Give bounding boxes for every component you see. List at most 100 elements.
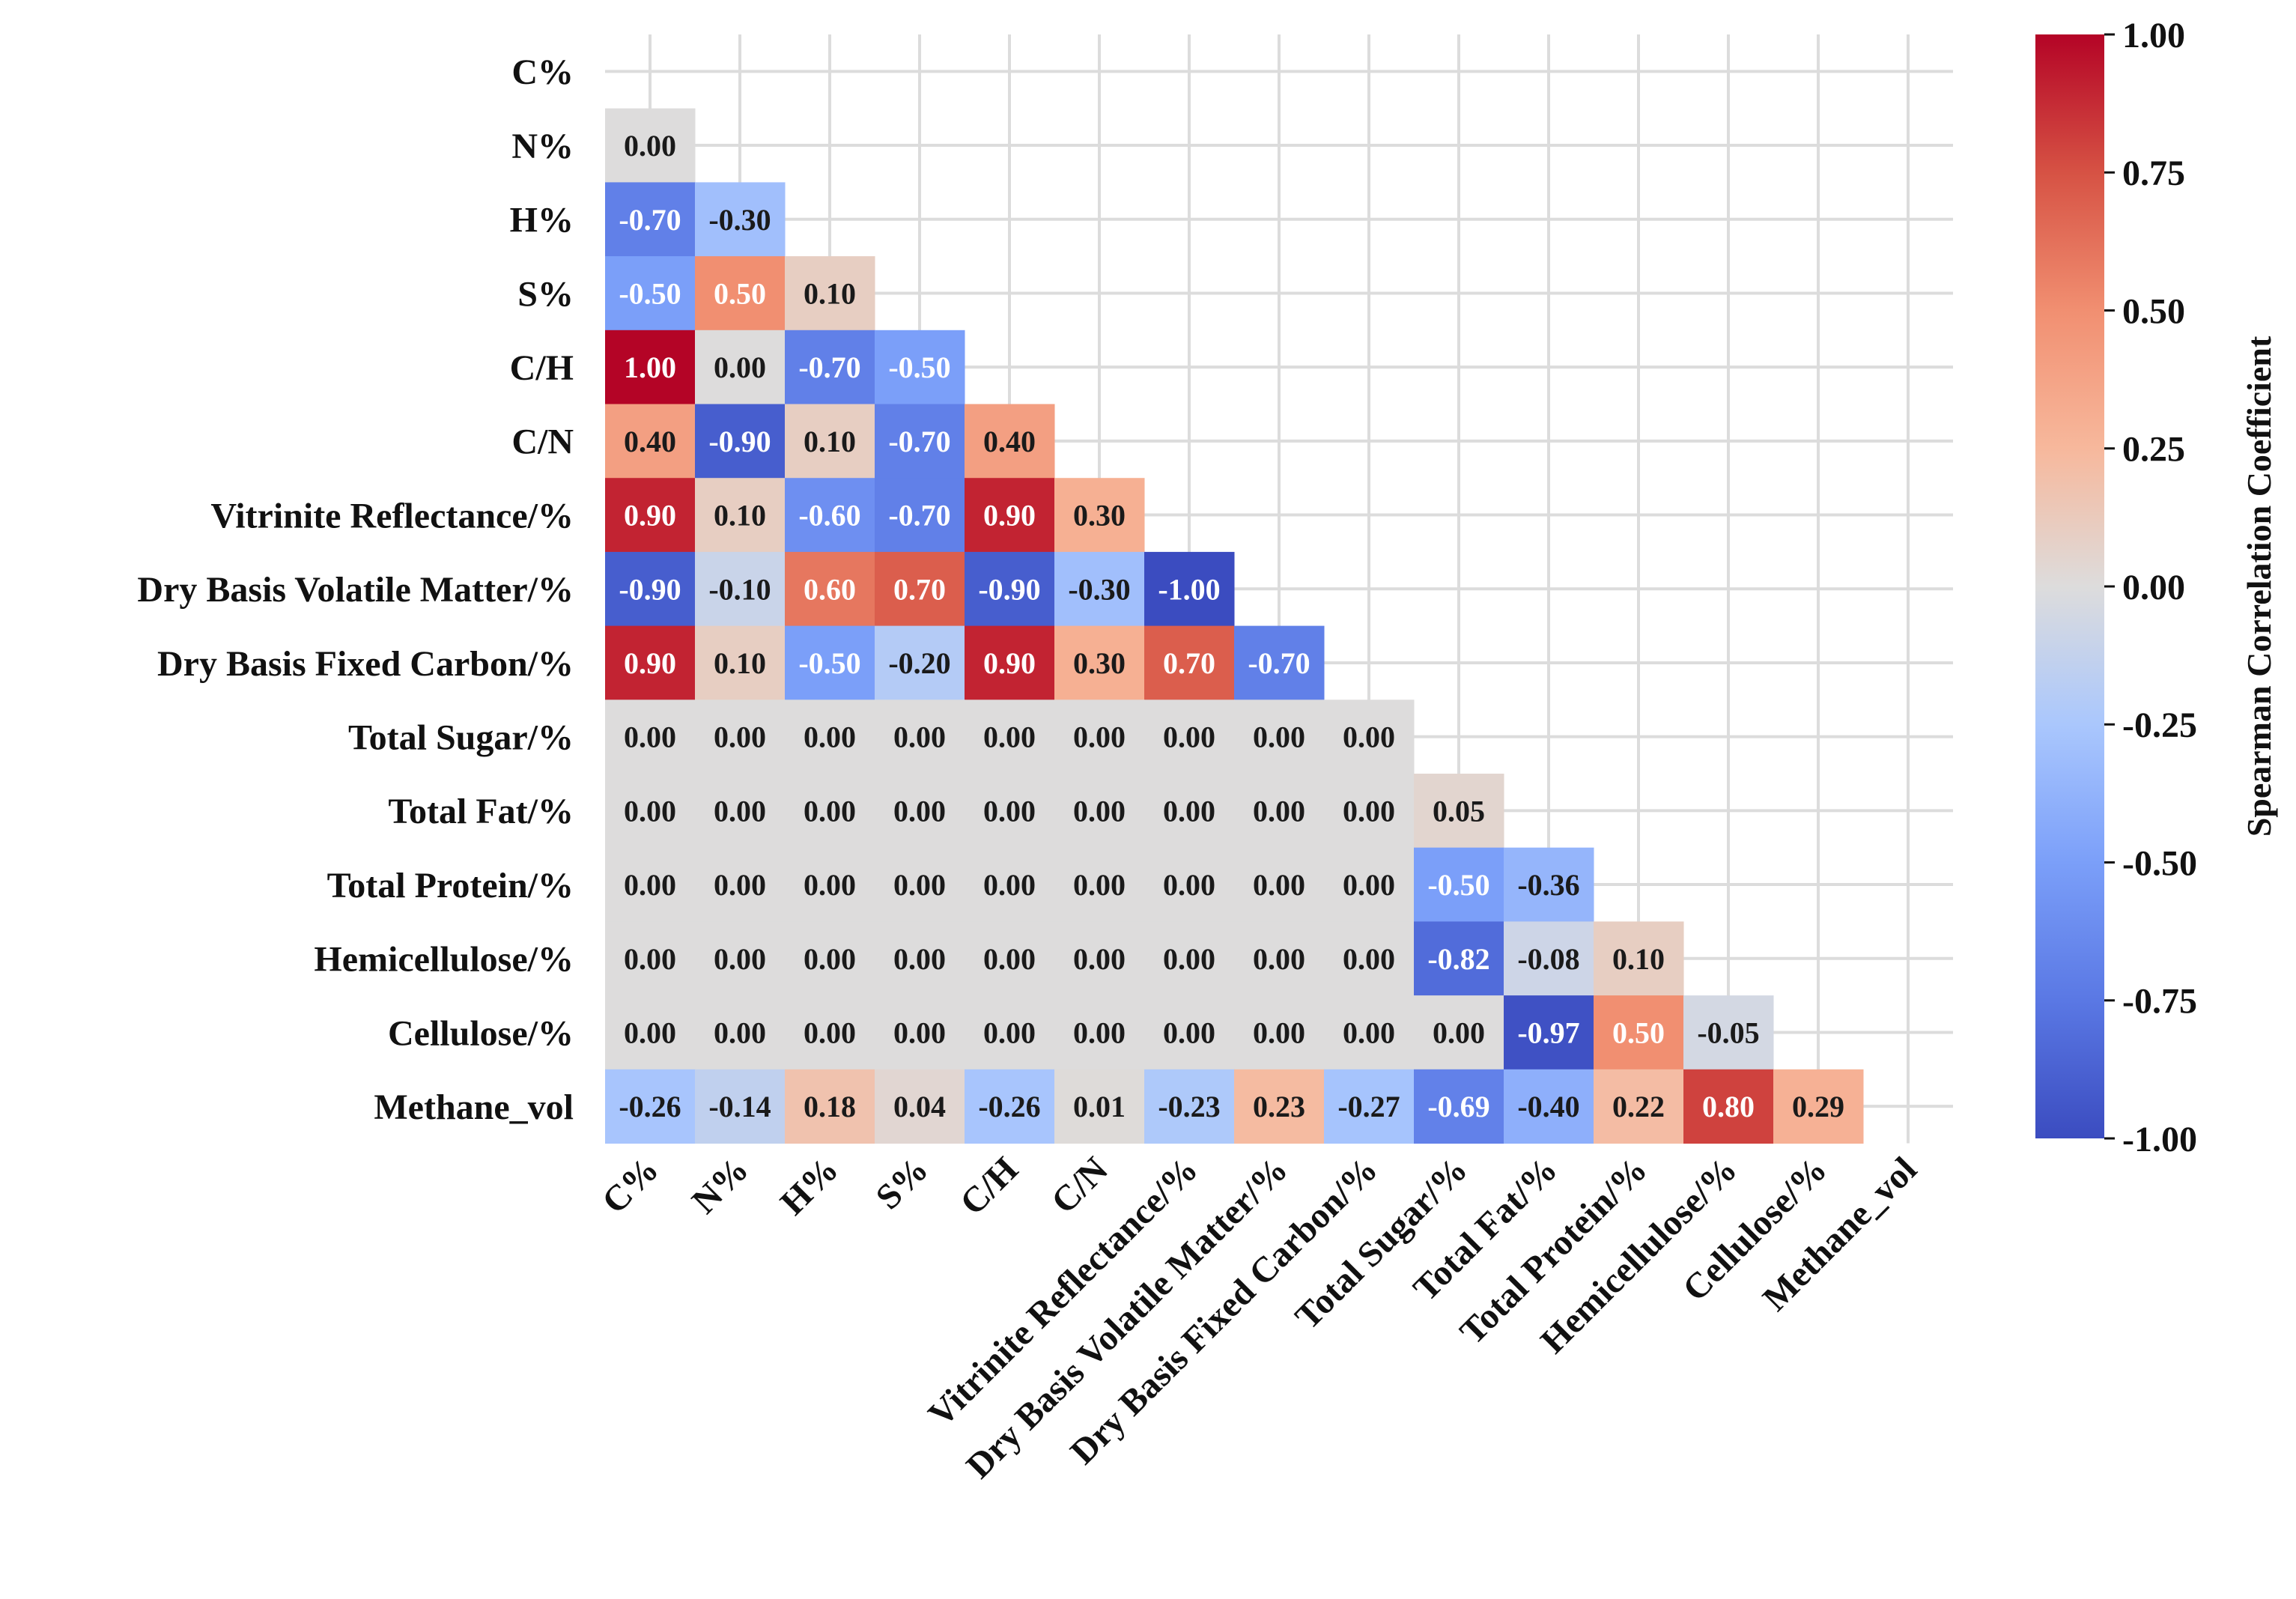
heatmap-cell [1054, 774, 1145, 849]
cell-value: 0.00 [714, 868, 766, 902]
cell-value: 0.80 [1702, 1090, 1755, 1123]
cell-value: 0.00 [714, 942, 766, 976]
cell-value: 0.00 [983, 868, 1036, 902]
colorbar-tick-label: 1.00 [2122, 16, 2185, 55]
heatmap-cell [695, 182, 786, 257]
cell-value: -0.70 [1248, 646, 1310, 680]
heatmap-cell [1324, 995, 1415, 1070]
cell-value: 0.70 [1163, 646, 1215, 680]
heatmap-cell [1054, 551, 1145, 627]
cell-value: -0.90 [978, 572, 1040, 606]
heatmap-cell [605, 182, 696, 257]
cell-value: 0.00 [1073, 720, 1126, 754]
heatmap-cell [1594, 995, 1684, 1070]
cell-value: -0.70 [798, 351, 860, 384]
cell-value: 0.00 [714, 1016, 766, 1049]
y-tick-label: Total Protein/% [327, 866, 574, 905]
cell-value: -0.90 [619, 572, 681, 606]
cell-value: 0.00 [1163, 794, 1215, 828]
y-tick-label: Methane_vol [374, 1087, 574, 1127]
cell-value: 0.00 [1343, 794, 1395, 828]
cell-value: 0.60 [804, 572, 856, 606]
cell-value: 0.00 [1253, 720, 1305, 754]
cell-value: 0.50 [1612, 1016, 1665, 1049]
heatmap-cell [965, 847, 1055, 922]
heatmap-cell [605, 995, 696, 1070]
heatmap-cell [785, 774, 875, 849]
cell-value: 0.00 [1073, 868, 1126, 902]
heatmap-cell [1054, 921, 1145, 996]
heatmap-cell [785, 847, 875, 922]
heatmap-cell [1324, 921, 1415, 996]
cell-value: 0.00 [624, 1016, 676, 1049]
cell-value: 0.10 [804, 425, 856, 458]
y-tick-label: Total Sugar/% [348, 717, 574, 757]
heatmap-cell [1144, 551, 1235, 627]
cell-value: 1.00 [624, 351, 676, 384]
heatmap-cell [785, 995, 875, 1070]
cell-value: -0.14 [708, 1090, 771, 1123]
heatmap-cell [1594, 921, 1684, 996]
heatmap-cell [1234, 700, 1325, 774]
heatmap-cell [605, 330, 696, 404]
heatmap-cell [1144, 700, 1235, 774]
heatmap-cell [1234, 847, 1325, 922]
cell-value: -0.70 [888, 425, 950, 458]
heatmap-cell [695, 404, 786, 479]
cell-value: 0.00 [624, 720, 676, 754]
heatmap-cell [785, 256, 875, 331]
heatmap-cell [965, 404, 1055, 479]
heatmap-cell [965, 1069, 1055, 1144]
cell-value: -0.30 [1068, 572, 1130, 606]
heatmap-cell [1504, 847, 1594, 922]
heatmap-cell [1144, 847, 1235, 922]
heatmap-cell [695, 551, 786, 627]
heatmap-cell [1234, 995, 1325, 1070]
cell-value: 0.90 [624, 499, 676, 533]
heatmap-cell [1414, 921, 1504, 996]
heatmap-cell [1414, 1069, 1504, 1144]
cell-value: -0.70 [888, 499, 950, 533]
heatmap-cell [605, 478, 696, 553]
heatmap-cell [605, 847, 696, 922]
heatmap-cell [875, 847, 965, 922]
cell-value: 0.00 [893, 868, 946, 902]
heatmap-cell [965, 551, 1055, 627]
cell-value: -0.26 [978, 1090, 1040, 1123]
cell-value: 0.01 [1073, 1090, 1126, 1123]
heatmap-cell [1144, 625, 1235, 700]
cell-value: 0.00 [624, 129, 676, 163]
cell-value: 0.18 [804, 1090, 856, 1123]
cell-value: -0.36 [1517, 868, 1579, 902]
y-tick-label: Dry Basis Fixed Carbon/% [157, 644, 574, 684]
cell-value: -0.50 [1427, 868, 1489, 902]
heatmap-cell [785, 1069, 875, 1144]
cell-value: 0.10 [1612, 942, 1665, 976]
cell-value: -0.10 [708, 572, 771, 606]
colorbar-ticks: 1.00 0.75 0.50 0.25 0.00 -0.25 -0.50 -0.75 -1.00 [2104, 16, 2197, 1159]
heatmap-cell [1414, 995, 1504, 1070]
heatmap-cell [1683, 995, 1774, 1070]
cell-value: -0.50 [888, 351, 950, 384]
heatmap-cell [785, 478, 875, 553]
heatmap-cell [1324, 847, 1415, 922]
cell-value: 0.00 [804, 1016, 856, 1049]
heatmap-cell [695, 921, 786, 996]
cell-value: 0.23 [1253, 1090, 1305, 1123]
heatmap-cell [965, 995, 1055, 1070]
heatmap-cell [1504, 995, 1594, 1070]
heatmap-cell [1324, 700, 1415, 774]
y-tick-label: Dry Basis Volatile Matter/% [137, 570, 574, 610]
cell-value: -0.27 [1337, 1090, 1400, 1123]
colorbar-tick-label: -1.00 [2122, 1120, 2197, 1159]
heatmap-cell [875, 995, 965, 1070]
cell-value: 0.40 [624, 425, 676, 458]
heatmap-cell [695, 330, 786, 404]
y-tick-label: N% [511, 127, 574, 166]
heatmap-cell [1414, 774, 1504, 849]
heatmap-cell [1054, 847, 1145, 922]
heatmap-cell [1594, 1069, 1684, 1144]
heatmap-cell [875, 1069, 965, 1144]
cell-value: 0.00 [1163, 1016, 1215, 1049]
heatmap-cell [1773, 1069, 1864, 1144]
